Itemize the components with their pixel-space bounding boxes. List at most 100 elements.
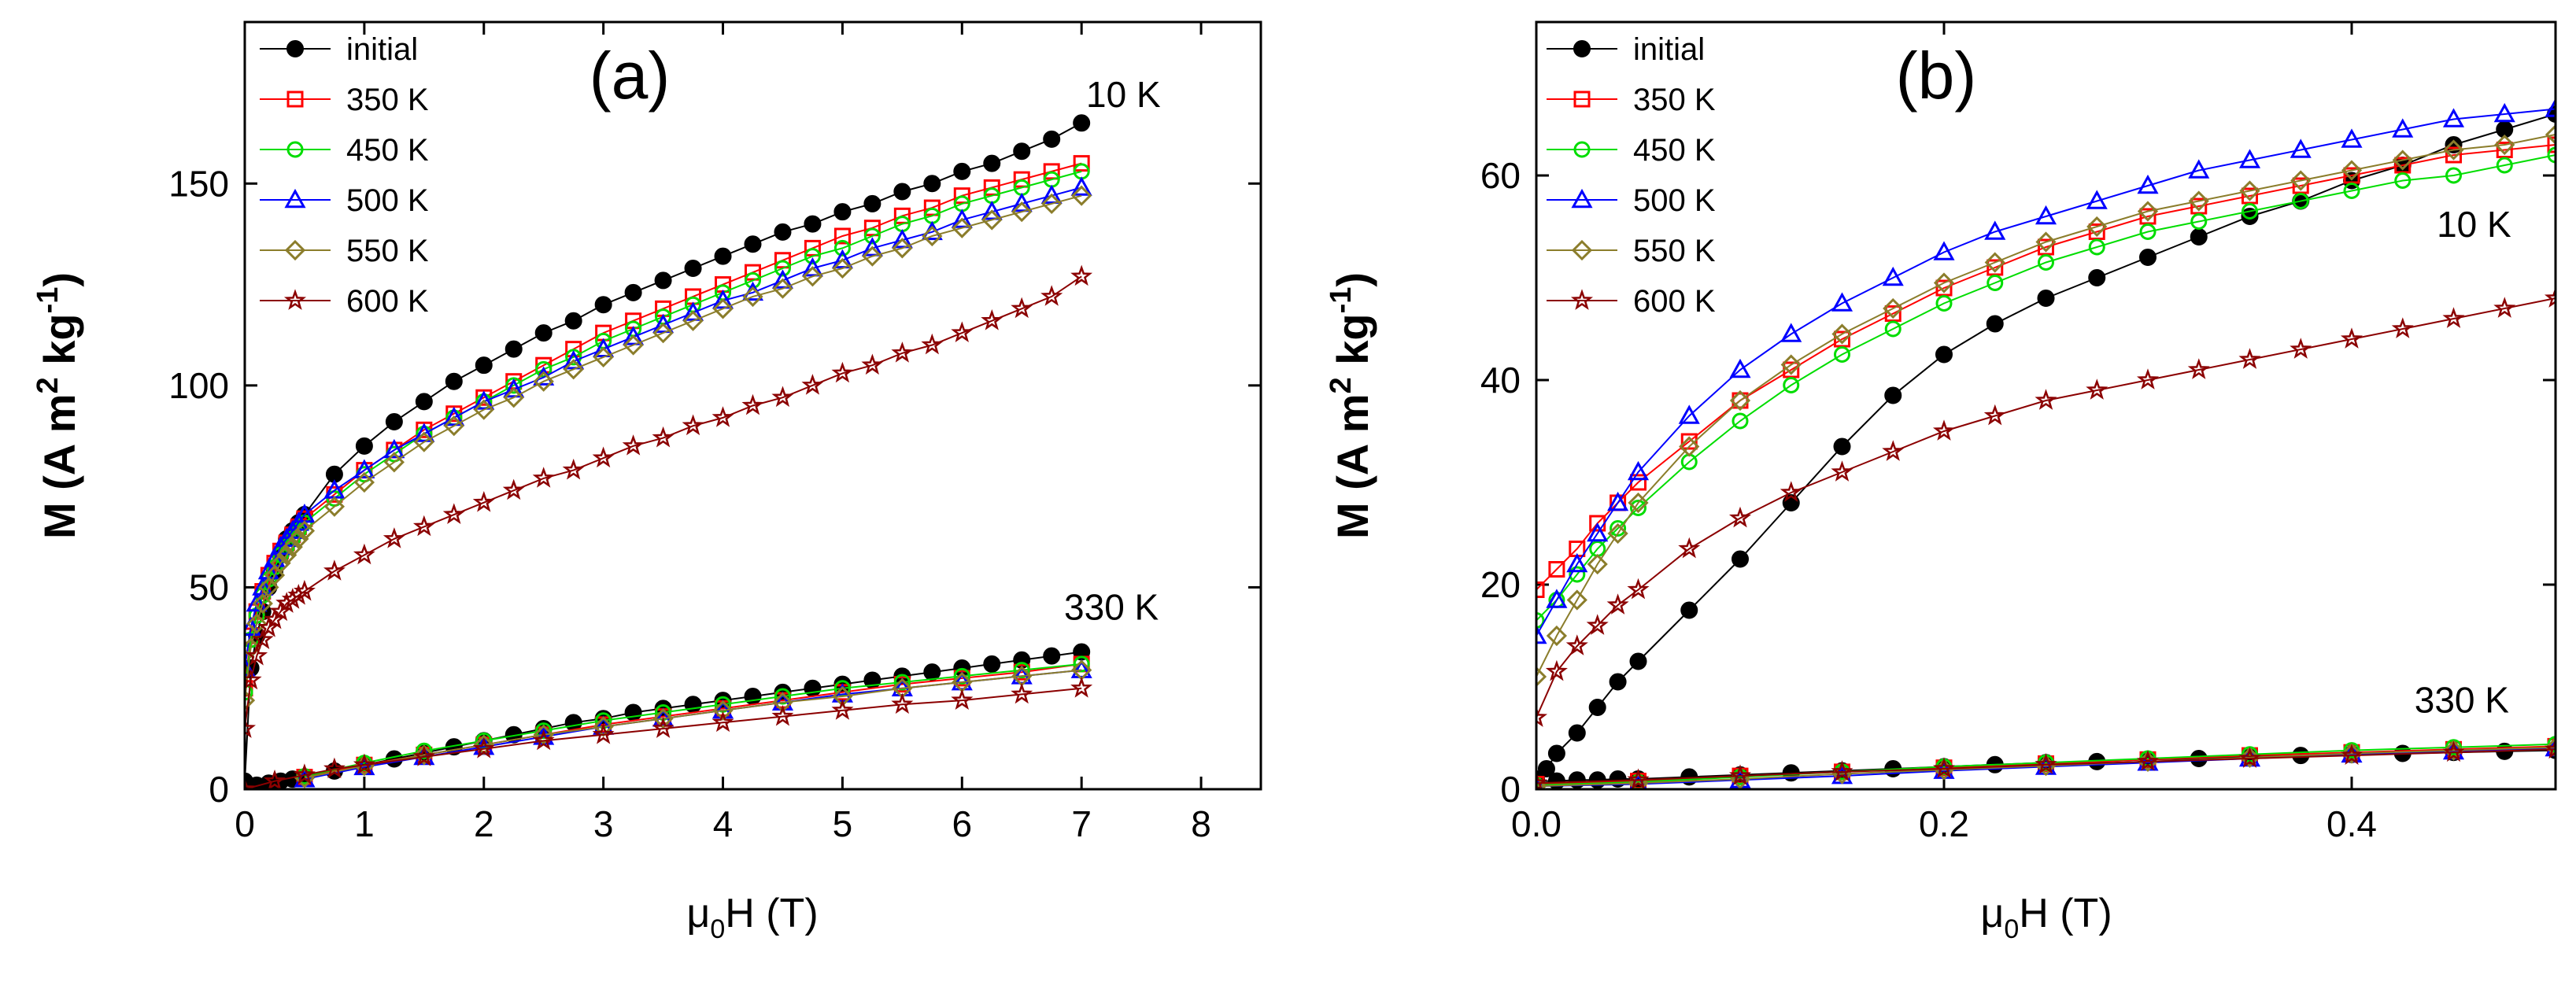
legend-label: 600 K xyxy=(1633,284,1716,319)
data-point xyxy=(623,334,644,356)
data-point xyxy=(801,374,824,395)
x-axis-label-main: μ xyxy=(686,891,710,936)
data-point xyxy=(745,264,761,281)
data-point xyxy=(442,503,465,524)
data-point xyxy=(1537,760,1555,777)
data-point xyxy=(1536,581,1545,598)
panel-label: (b) xyxy=(1896,39,1977,113)
y-axis-label-sup1: 2 xyxy=(31,377,65,393)
data-point xyxy=(2086,216,2108,238)
data-point xyxy=(832,257,853,279)
x-tick-label: 0 xyxy=(235,803,255,844)
data-point xyxy=(1536,666,1547,688)
data-point xyxy=(1073,655,1090,673)
panel-a: 0 1 2 3 4 5 6 7 8 0 50 100 150 initial 350 K 450 K 500 K… xyxy=(31,20,1262,944)
data-point xyxy=(323,559,346,581)
data-point xyxy=(2086,190,2108,209)
data-point xyxy=(443,415,464,437)
x-tick-label: 5 xyxy=(833,803,853,844)
data-point xyxy=(532,467,555,488)
data-point xyxy=(2035,753,2057,774)
data-point xyxy=(2137,201,2159,222)
legend-marker xyxy=(286,40,304,57)
series-line xyxy=(1536,748,2556,788)
data-point xyxy=(564,312,582,330)
data-point xyxy=(2443,740,2464,761)
data-point xyxy=(1933,272,1955,293)
data-point xyxy=(2442,108,2465,127)
data-point xyxy=(2442,307,2465,328)
data-point xyxy=(1882,440,1905,461)
y-axis-label-end: ) xyxy=(1328,272,1377,287)
data-point xyxy=(1627,460,1650,481)
data-point xyxy=(2496,157,2513,174)
data-point xyxy=(2088,238,2105,256)
data-point xyxy=(2035,231,2057,253)
data-point xyxy=(774,252,791,269)
data-point xyxy=(891,229,913,249)
data-point xyxy=(535,722,553,740)
data-point xyxy=(263,769,286,789)
data-point xyxy=(2391,317,2414,338)
data-point xyxy=(2544,737,2556,759)
data-point xyxy=(563,359,584,380)
data-point xyxy=(473,390,495,410)
data-point xyxy=(2238,149,2261,168)
data-point xyxy=(2038,254,2054,271)
data-point xyxy=(1546,589,1568,608)
data-point xyxy=(2290,170,2312,191)
data-point xyxy=(563,349,585,370)
data-point xyxy=(951,209,973,228)
y-axis-label-main: M (A m xyxy=(1328,393,1377,539)
y-axis-label: M (A m2 kg-1) xyxy=(1325,272,1377,539)
data-point xyxy=(2445,146,2462,164)
data-point xyxy=(682,310,704,331)
data-point xyxy=(353,543,375,565)
data-point xyxy=(2545,736,2556,758)
data-point xyxy=(2340,744,2363,765)
legend-marker xyxy=(1573,141,1591,158)
data-point xyxy=(1834,346,1850,363)
data-point xyxy=(503,387,524,408)
x-axis-label-sub: 0 xyxy=(710,914,725,944)
data-point xyxy=(1070,264,1093,286)
data-point xyxy=(1566,589,1587,611)
data-point xyxy=(831,699,854,720)
data-point xyxy=(1783,377,1800,393)
data-point xyxy=(1587,522,1609,542)
data-point xyxy=(801,257,823,277)
data-point xyxy=(246,613,268,634)
data-point xyxy=(472,737,495,759)
data-point xyxy=(1071,185,1092,206)
legend-label: 600 K xyxy=(346,284,429,319)
series-line xyxy=(245,194,1082,701)
data-point xyxy=(2442,740,2465,762)
legend-label: 500 K xyxy=(346,183,429,218)
data-point xyxy=(1729,389,1751,412)
data-point xyxy=(353,459,375,478)
data-point xyxy=(1780,354,1802,375)
data-point xyxy=(771,386,794,408)
data-point xyxy=(1935,295,1953,312)
data-point xyxy=(413,431,434,452)
data-point xyxy=(951,321,974,342)
data-point xyxy=(953,162,971,180)
data-point xyxy=(623,326,645,345)
data-point xyxy=(2086,378,2108,400)
data-point xyxy=(1073,155,1090,172)
legend-label: 350 K xyxy=(1633,83,1716,117)
data-point xyxy=(2290,138,2312,158)
series-500-k xyxy=(1536,98,2556,644)
legend: initial 350 K 450 K 500 K 550 K 600 K xyxy=(1547,32,1716,319)
data-point xyxy=(804,215,822,233)
data-point xyxy=(505,377,523,394)
data-point xyxy=(953,667,970,685)
annotation: 330 K xyxy=(1064,586,1159,627)
data-point xyxy=(1630,500,1646,516)
data-point xyxy=(1548,561,1565,578)
data-point xyxy=(1627,578,1650,600)
data-point xyxy=(833,239,851,257)
series-group xyxy=(1536,98,2556,789)
data-point xyxy=(2136,750,2160,771)
